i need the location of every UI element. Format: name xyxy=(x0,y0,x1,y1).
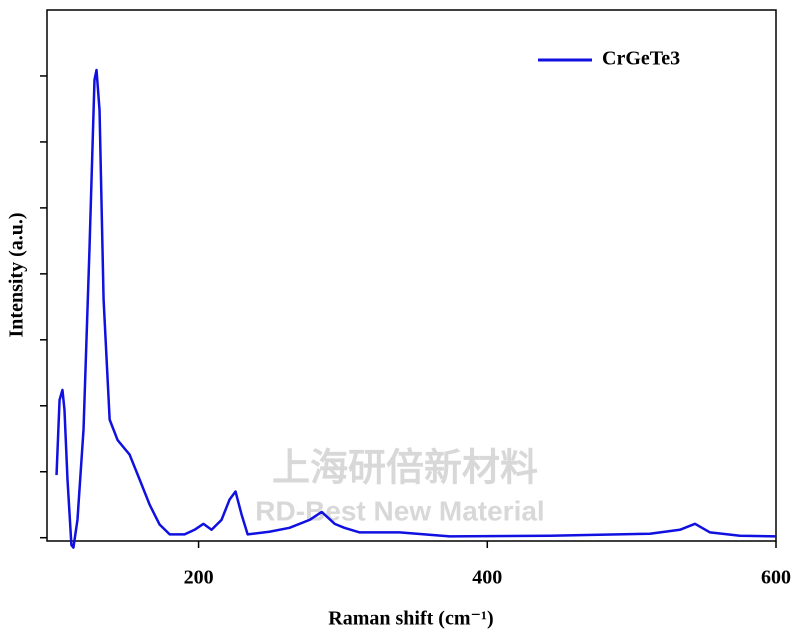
plot-frame xyxy=(46,9,777,542)
spectrum-line xyxy=(55,68,777,549)
legend-label: CrGeTe3 xyxy=(602,48,680,70)
x-axis-label: Raman shift (cm⁻¹) xyxy=(328,608,493,630)
x-tick-label: 600 xyxy=(761,567,791,589)
watermark: RD-Best New Material xyxy=(255,495,544,526)
watermark: 上海研倍新材料 xyxy=(272,446,538,490)
x-tick-label: 200 xyxy=(184,567,214,589)
y-axis-label: Intensity (a.u.) xyxy=(6,212,28,337)
x-tick-label: 400 xyxy=(472,567,502,589)
